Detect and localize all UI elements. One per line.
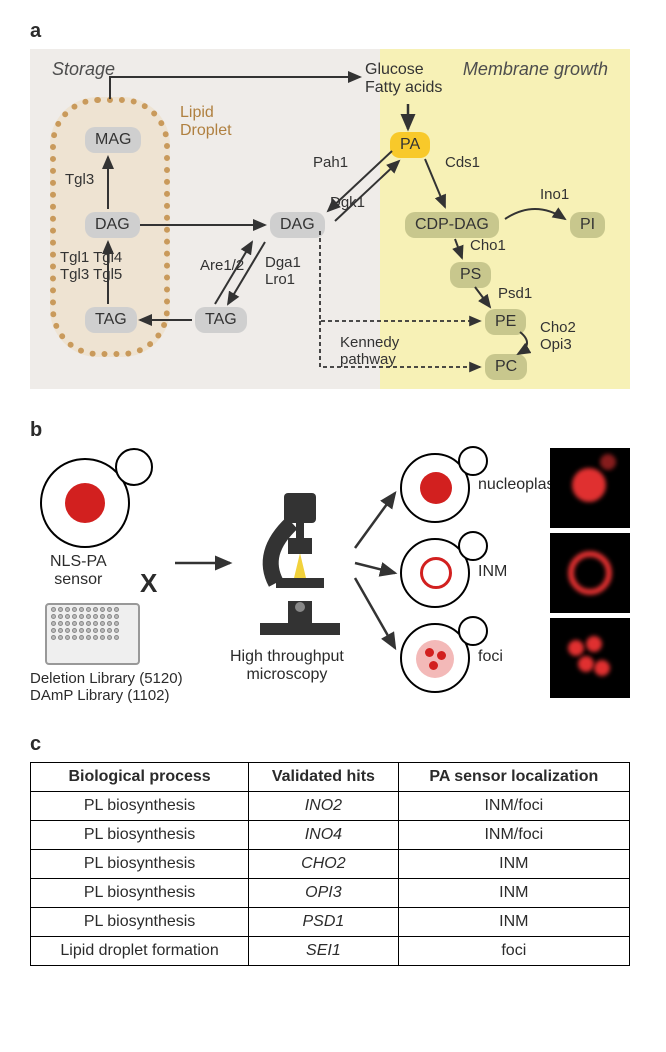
micro-img-foci <box>550 618 630 698</box>
cell-hit: INO4 <box>249 821 398 850</box>
panel-a-diagram: Storage Membrane growth Lipid Droplet Gl… <box>30 49 630 389</box>
cell-loc: INM <box>398 879 629 908</box>
cell-loc: INM/foci <box>398 792 629 821</box>
cell-foci-nuc <box>416 640 454 678</box>
table-row: Lipid droplet formation SEI1 foci <box>31 937 630 966</box>
cell-sensor-nucleus <box>65 483 105 523</box>
cell-nucleoplasmic-bud <box>458 446 488 476</box>
microscopy-label: High throughput microscopy <box>230 648 344 684</box>
node-pa: PA <box>390 132 430 158</box>
th-hits: Validated hits <box>249 763 398 792</box>
libraries-label: Deletion Library (5120) DAmP Library (11… <box>30 670 183 704</box>
table-row: PL biosynthesis CHO2 INM <box>31 850 630 879</box>
cell-inm-bud <box>458 531 488 561</box>
inputs-label: Glucose Fatty acids <box>365 61 442 97</box>
cell-process: PL biosynthesis <box>31 821 249 850</box>
cell-hit: PSD1 <box>249 908 398 937</box>
cell-process: Lipid droplet formation <box>31 937 249 966</box>
cell-process: PL biosynthesis <box>31 792 249 821</box>
enz-cho1: Cho1 <box>470 237 506 254</box>
foci-dot-1 <box>425 648 434 657</box>
storage-label: Storage <box>52 59 115 80</box>
node-mag: MAG <box>85 127 141 153</box>
enz-pah1: Pah1 <box>313 154 348 171</box>
enz-psd1: Psd1 <box>498 285 532 302</box>
enz-are: Are1/2 <box>200 257 244 274</box>
well-plate-icon <box>45 603 140 665</box>
cell-loc: INM <box>398 850 629 879</box>
micro-img-inm <box>550 533 630 613</box>
node-dag: DAG <box>270 212 325 238</box>
foci-label: foci <box>478 648 503 666</box>
inm-label: INM <box>478 563 507 581</box>
panel-b-label: b <box>30 419 636 442</box>
cell-hit: CHO2 <box>249 850 398 879</box>
cross-symbol: X <box>140 568 157 599</box>
cell-process: PL biosynthesis <box>31 879 249 908</box>
panel-c-label: c <box>30 733 636 756</box>
cell-foci-bud <box>458 616 488 646</box>
cell-hit: INO2 <box>249 792 398 821</box>
table-row: PL biosynthesis PSD1 INM <box>31 908 630 937</box>
node-tag-ld: TAG <box>85 307 137 333</box>
cell-loc: INM <box>398 908 629 937</box>
node-dag-ld: DAG <box>85 212 140 238</box>
enz-dgk1: Dgk1 <box>330 194 365 211</box>
node-cdpdag: CDP-DAG <box>405 212 499 238</box>
th-localization: PA sensor localization <box>398 763 629 792</box>
enz-dga-lro: Dga1 Lro1 <box>265 254 301 288</box>
enz-cho2-opi3: Cho2 Opi3 <box>540 319 576 353</box>
th-process: Biological process <box>31 763 249 792</box>
node-pc: PC <box>485 354 527 380</box>
kennedy-label: Kennedy pathway <box>340 334 399 368</box>
node-tag: TAG <box>195 307 247 333</box>
node-ps: PS <box>450 262 491 288</box>
enz-cds1: Cds1 <box>445 154 480 171</box>
node-pi: PI <box>570 212 605 238</box>
foci-dot-3 <box>429 661 438 670</box>
hits-table: Biological process Validated hits PA sen… <box>30 762 630 966</box>
panel-b-diagram: NLS-PA sensor X Deletion Library (5120) … <box>30 448 630 708</box>
cell-process: PL biosynthesis <box>31 908 249 937</box>
table-row: PL biosynthesis INO2 INM/foci <box>31 792 630 821</box>
cell-loc: INM/foci <box>398 821 629 850</box>
foci-dot-2 <box>437 651 446 660</box>
microscope-icon <box>240 483 360 643</box>
enz-tgl-group: Tgl1 Tgl4 Tgl3 Tgl5 <box>60 249 122 283</box>
cell-sensor-bud <box>115 448 153 486</box>
cell-hit: OPI3 <box>249 879 398 908</box>
cell-nucleoplasmic-nuc <box>420 472 452 504</box>
lipid-droplet-label: Lipid Droplet <box>180 104 232 140</box>
sensor-label: NLS-PA sensor <box>50 553 107 589</box>
cell-process: PL biosynthesis <box>31 850 249 879</box>
cell-hit: SEI1 <box>249 937 398 966</box>
enz-ino1: Ino1 <box>540 186 569 203</box>
table-row: PL biosynthesis OPI3 INM <box>31 879 630 908</box>
membrane-growth-label: Membrane growth <box>463 59 608 80</box>
panel-a-label: a <box>30 20 636 43</box>
cell-inm-ring <box>420 557 452 589</box>
table-header-row: Biological process Validated hits PA sen… <box>31 763 630 792</box>
table-row: PL biosynthesis INO4 INM/foci <box>31 821 630 850</box>
node-pe: PE <box>485 309 526 335</box>
enz-tgl3: Tgl3 <box>65 171 94 188</box>
micro-img-nucleoplasmic <box>550 448 630 528</box>
cell-loc: foci <box>398 937 629 966</box>
